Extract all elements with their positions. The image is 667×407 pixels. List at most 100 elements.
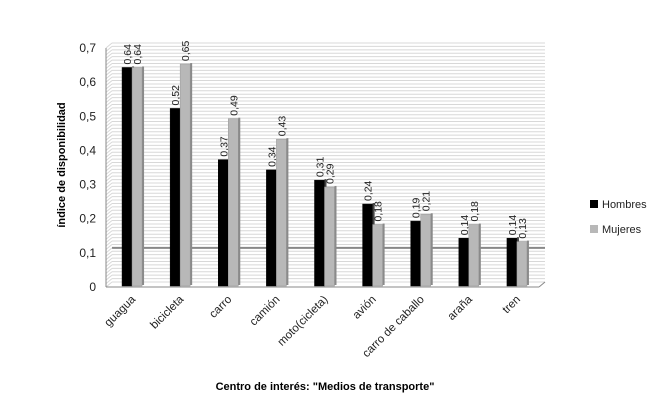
gridline-depth — [105, 257, 113, 264]
bar-hombres — [218, 159, 229, 287]
gridline-depth — [105, 206, 113, 213]
x-tick-label: guagua — [103, 293, 139, 329]
gridline-depth — [105, 192, 113, 199]
y-tick-label: 0,7 — [79, 41, 96, 55]
gridline-depth — [105, 56, 113, 63]
gridline-depth — [105, 104, 113, 110]
gridline-depth — [105, 127, 113, 134]
gridline-depth — [105, 59, 113, 66]
gridline-depth — [105, 131, 113, 138]
x-tick-label: camión — [248, 294, 283, 329]
bar-mujeres — [468, 224, 480, 287]
bar-hombres — [121, 67, 133, 287]
x-axis-label: Centro de interés: "Medios de transporte… — [216, 381, 435, 393]
gridline-depth — [105, 83, 113, 90]
x-tick-label: carro — [207, 294, 234, 321]
gridline-depth — [105, 267, 113, 274]
gridline-depth — [105, 134, 113, 141]
data-label: 0,31 — [315, 157, 327, 178]
gridline-depth — [105, 254, 113, 261]
gridline-depth — [105, 244, 113, 250]
legend: Hombres Mujeres — [590, 199, 647, 236]
bar-mujeres — [276, 138, 287, 287]
gridline-depth — [105, 261, 113, 267]
bar-side — [430, 213, 433, 285]
x-tick-label: avión — [351, 294, 379, 322]
gridline-depth — [105, 148, 113, 155]
y-tick-label: 0,5 — [79, 109, 96, 123]
data-label: 0,21 — [421, 191, 433, 212]
y-tick-label: 0,1 — [79, 246, 96, 260]
gridline-depth — [105, 216, 113, 223]
bars: 0,640,64 0,52 0,65 0,37 0,49 0,34 0,43 0,310,29… — [121, 40, 529, 287]
bar-side — [190, 63, 193, 286]
gridline-depth — [105, 110, 113, 117]
y-axis-ticks: 0 0,1 0,2 0,3 0,4 0,5 0,6 0,7 — [79, 41, 96, 294]
bar-mujeres — [324, 186, 335, 287]
bar-mujeres — [420, 214, 431, 287]
gridline-depth — [105, 138, 113, 144]
data-label: 0,65 — [180, 40, 192, 61]
gridline-depth — [105, 121, 113, 127]
gridline-depth — [105, 250, 113, 257]
gridline-depth — [105, 151, 113, 158]
y-axis-label: índice de disponibilidad — [56, 102, 68, 227]
gridline-depth — [105, 179, 113, 185]
data-label: 0,64 — [122, 44, 134, 65]
gridline-depth — [105, 155, 113, 162]
gridline-depth — [105, 90, 113, 97]
bar-side — [478, 223, 481, 285]
bar-hombres — [410, 220, 421, 287]
data-label: 0,18 — [373, 201, 385, 222]
data-label: 0,37 — [218, 136, 230, 157]
bar-mujeres — [131, 67, 143, 287]
gridline-depth — [105, 281, 113, 288]
bar-mujeres — [228, 118, 239, 287]
gridline-depth — [105, 247, 113, 254]
gridline-depth — [105, 97, 113, 104]
gridline-depth — [105, 93, 113, 100]
bar-hombres — [169, 108, 181, 287]
x-tick-label: moto(cicleta) — [276, 294, 331, 349]
gridline-depth — [105, 223, 113, 230]
bar-mujeres — [179, 63, 191, 287]
gridline-depth — [105, 42, 113, 49]
data-label: 0,24 — [363, 180, 375, 201]
gridline-depth — [105, 162, 113, 168]
data-label: 0,19 — [411, 198, 423, 219]
x-axis-corner — [538, 281, 546, 288]
bar-hombres — [314, 179, 325, 287]
y-tick-label: 0,6 — [79, 75, 96, 89]
gridline-depth — [105, 264, 113, 271]
gridline-depth — [105, 49, 113, 56]
gridline-depth — [105, 172, 113, 179]
gridline-depth — [105, 100, 113, 107]
gridline-depth — [105, 240, 113, 247]
gridline-depth — [105, 73, 113, 80]
gridline-depth — [105, 196, 113, 203]
data-label: 0,64 — [132, 44, 144, 65]
gridline-depth — [105, 274, 113, 281]
data-label: 0,43 — [276, 116, 288, 137]
gridline-depth — [105, 199, 113, 206]
bar-hombres — [362, 203, 373, 287]
bar-mujeres — [372, 224, 383, 287]
y-tick-label: 0,2 — [79, 212, 96, 226]
gridline-depth — [105, 63, 113, 69]
data-label: 0,34 — [266, 146, 278, 167]
gridline-depth — [105, 145, 113, 151]
bar-hombres — [266, 169, 277, 287]
bar-hombres — [458, 237, 470, 287]
gridline-depth — [105, 278, 113, 284]
x-tick-label: araña — [446, 293, 476, 323]
gridline-depth — [105, 175, 113, 182]
x-tick-label: tren — [501, 294, 524, 317]
data-label: 0,14 — [459, 215, 471, 236]
gridline-depth — [105, 237, 113, 243]
y-tick-label: 0,3 — [79, 178, 96, 192]
data-label: 0,18 — [469, 201, 481, 222]
gridline-depth — [105, 141, 113, 148]
gridline-depth — [105, 271, 113, 278]
